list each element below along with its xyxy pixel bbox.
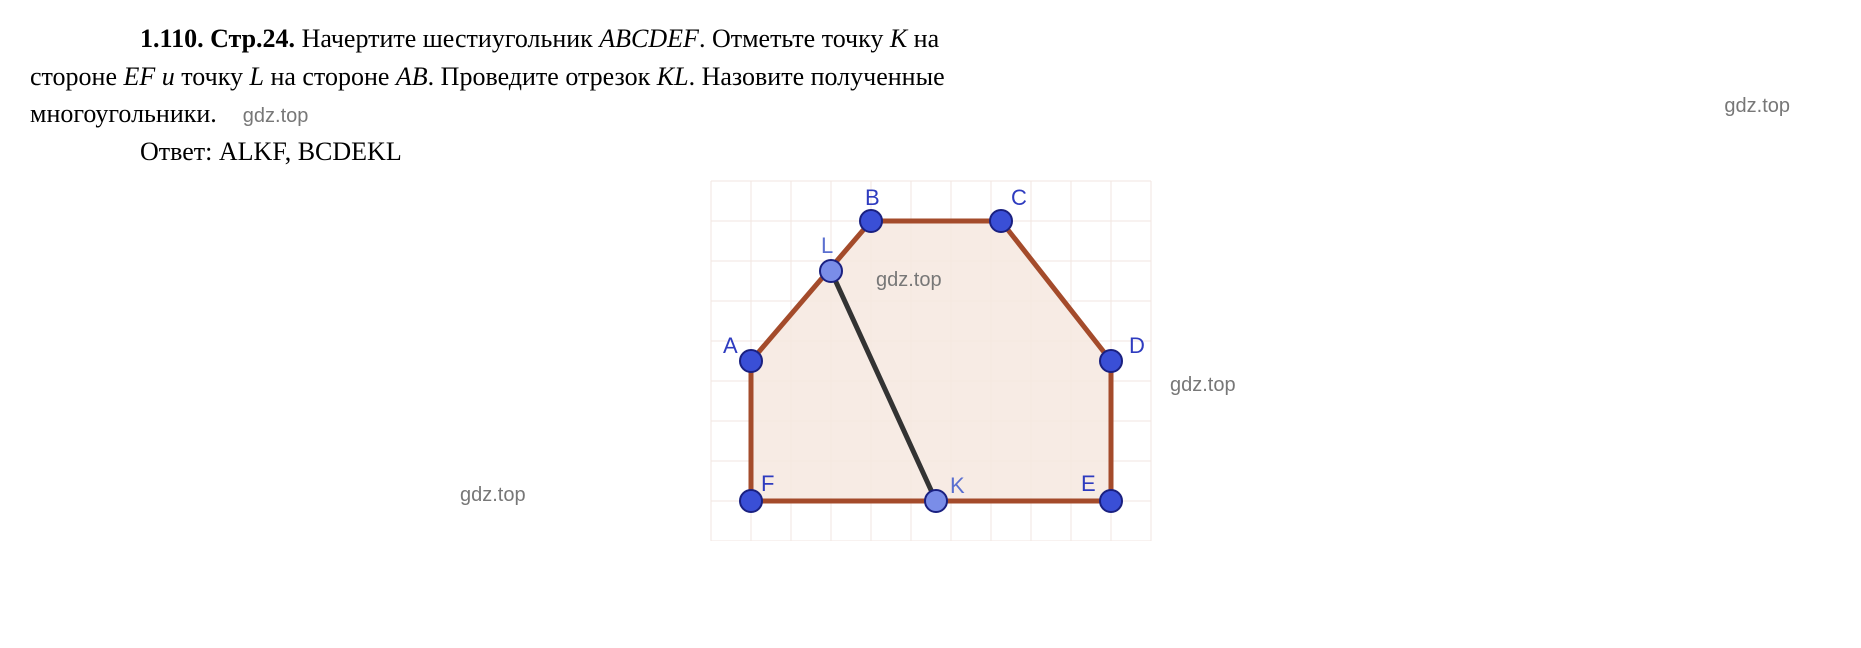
- side-ab: AB: [396, 62, 428, 91]
- figure-area: gdz.top gdz.top gdz.top A B C D E F K L: [30, 171, 1831, 551]
- answer-line: Ответ: ALKF, BCDEKL: [30, 133, 1830, 171]
- vertex-label-l: L: [821, 233, 833, 258]
- text: многоугольники.: [30, 99, 217, 128]
- vertex-a: [740, 350, 762, 372]
- watermark: gdz.top: [243, 105, 309, 127]
- hexagon-polygon: [751, 221, 1111, 501]
- vertex-label-e: E: [1081, 471, 1096, 496]
- figure-svg: gdz.top A B C D E F K L: [681, 171, 1181, 541]
- vertex-d: [1100, 350, 1122, 372]
- watermark: gdz.top: [1724, 92, 1790, 121]
- vertex-l: [820, 260, 842, 282]
- watermark: gdz.top: [876, 269, 942, 291]
- text: и: [155, 62, 181, 91]
- hex-name: ABCDEF: [599, 24, 699, 53]
- problem-text: 1.110. Стр.24. Начертите шестиугольник A…: [30, 20, 1830, 171]
- problem-number: 1.110.: [140, 24, 204, 53]
- line-2: стороне EF и точку L на стороне AB. Пров…: [30, 58, 1830, 96]
- line-3: многоугольники. gdz.top: [30, 95, 1830, 133]
- text: . Проведите отрезок: [428, 62, 657, 91]
- vertex-b: [860, 210, 882, 232]
- point-l: L: [249, 62, 263, 91]
- watermark: gdz.top: [460, 481, 526, 510]
- line-1: 1.110. Стр.24. Начертите шестиугольник A…: [30, 20, 1830, 58]
- vertex-c: [990, 210, 1012, 232]
- problem-page: Стр.24.: [210, 24, 295, 53]
- text: на: [907, 24, 939, 53]
- text: стороне: [30, 62, 124, 91]
- vertex-e: [1100, 490, 1122, 512]
- text: точку: [181, 62, 249, 91]
- vertex-label-a: A: [723, 333, 738, 358]
- vertex-label-f: F: [761, 471, 774, 496]
- text: . Назовите полученные: [689, 62, 945, 91]
- text: Начертите шестиугольник: [302, 24, 600, 53]
- vertex-label-b: B: [865, 185, 880, 210]
- vertex-f: [740, 490, 762, 512]
- answer-label: Ответ:: [140, 137, 219, 166]
- text: . Отметьте точку: [699, 24, 890, 53]
- vertex-label-c: C: [1011, 185, 1027, 210]
- answer-value: ALKF, BCDEKL: [219, 137, 402, 166]
- vertex-label-d: D: [1129, 333, 1145, 358]
- segment-kl: KL: [657, 62, 689, 91]
- vertex-k: [925, 490, 947, 512]
- side-ef: EF: [124, 62, 156, 91]
- vertex-label-k: K: [950, 473, 965, 498]
- text: на стороне: [264, 62, 396, 91]
- point-k: К: [890, 24, 907, 53]
- hexagon-figure: gdz.top A B C D E F K L: [681, 171, 1181, 552]
